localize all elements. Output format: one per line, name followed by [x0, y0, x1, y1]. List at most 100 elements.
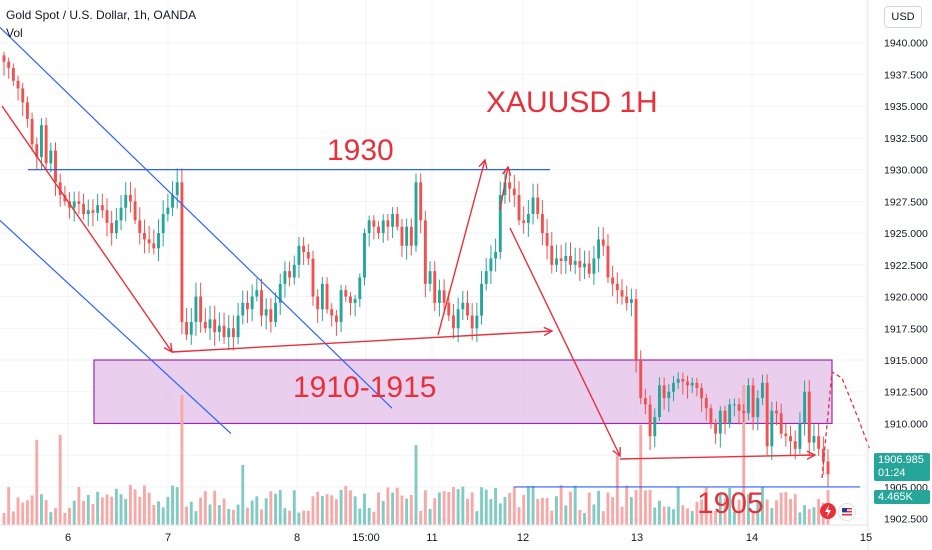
candle-body[interactable] [615, 283, 619, 291]
candle-body[interactable] [545, 233, 549, 246]
candle-body[interactable] [442, 290, 446, 303]
candle-body[interactable] [105, 210, 109, 223]
candle-body[interactable] [484, 271, 488, 284]
candle-body[interactable] [751, 385, 755, 418]
candle-body[interactable] [306, 252, 310, 259]
candle-body[interactable] [236, 315, 240, 338]
projection-path[interactable] [821, 370, 859, 479]
candle-body[interactable] [789, 436, 792, 442]
candle-body[interactable] [756, 398, 760, 418]
candle-body[interactable] [573, 261, 577, 265]
candle-body[interactable] [737, 404, 741, 411]
candle-body[interactable] [517, 195, 521, 221]
trend-arrow-down-1[interactable] [1, 105, 173, 353]
candle-body[interactable] [770, 410, 774, 447]
candle-body[interactable] [138, 220, 142, 234]
candle-body[interactable] [72, 201, 76, 208]
candle-body[interactable] [643, 398, 647, 405]
candle-body[interactable] [456, 309, 460, 329]
candle-body[interactable] [274, 302, 277, 322]
candle-body[interactable] [330, 309, 334, 316]
candle-body[interactable] [437, 290, 441, 303]
candle-body[interactable] [662, 385, 666, 399]
candle-body[interactable] [433, 271, 437, 303]
candle-body[interactable] [620, 290, 624, 297]
channel-line-upper[interactable] [0, 27, 393, 409]
candle-body[interactable] [817, 436, 821, 449]
candle-body[interactable] [461, 302, 465, 310]
candle-body[interactable] [606, 245, 610, 278]
candle-body[interactable] [133, 201, 137, 221]
candle-body[interactable] [166, 207, 170, 215]
candle-body[interactable] [250, 296, 254, 310]
candle-body[interactable] [784, 433, 788, 437]
candle-body[interactable] [119, 207, 123, 221]
candle-body[interactable] [110, 222, 114, 234]
candle-body[interactable] [96, 205, 100, 213]
candle-body[interactable] [217, 325, 221, 333]
candle-body[interactable] [358, 277, 362, 300]
candle-body[interactable] [35, 144, 39, 157]
candle-body[interactable] [779, 413, 783, 434]
candle-body[interactable] [381, 220, 385, 234]
trend-arrow-flat[interactable] [171, 330, 553, 353]
candle-body[interactable] [21, 88, 25, 103]
candle-body[interactable] [91, 210, 95, 213]
candle-body[interactable] [704, 398, 708, 409]
candle-body[interactable] [700, 387, 704, 399]
candle-body[interactable] [194, 296, 198, 322]
candle-body[interactable] [311, 258, 315, 297]
candle-body[interactable] [143, 233, 146, 240]
candle-body[interactable] [601, 239, 605, 246]
candle-body[interactable] [147, 239, 151, 244]
candle-body[interactable] [30, 118, 34, 145]
candle-body[interactable] [508, 182, 512, 189]
candle-body[interactable] [161, 214, 165, 234]
currency-button[interactable]: USD [884, 6, 922, 28]
candle-body[interactable] [569, 255, 572, 265]
candle-body[interactable] [498, 195, 502, 253]
candle-body[interactable] [152, 243, 156, 249]
candle-body[interactable] [550, 245, 554, 265]
candle-body[interactable] [555, 258, 558, 265]
candle-body[interactable] [625, 296, 629, 303]
candle-body[interactable] [798, 423, 802, 449]
candle-body[interactable] [559, 258, 563, 261]
candle-body[interactable] [157, 233, 160, 249]
candle-body[interactable] [231, 328, 235, 338]
candle-body[interactable] [681, 379, 685, 382]
candle-body[interactable] [821, 448, 825, 462]
candle-body[interactable] [302, 245, 306, 253]
candle-body[interactable] [44, 125, 48, 164]
candle-body[interactable] [180, 182, 184, 322]
candle-body[interactable] [522, 220, 526, 223]
trend-arrow-down-2[interactable] [509, 227, 621, 457]
candle-body[interactable] [667, 391, 671, 399]
channel-line-lower[interactable] [0, 219, 232, 435]
candle-body[interactable] [653, 417, 657, 437]
candle-body[interactable] [475, 315, 479, 329]
candle-body[interactable] [246, 302, 249, 310]
candle-body[interactable] [793, 441, 797, 449]
candle-body[interactable] [185, 321, 189, 335]
trend-arrow-level[interactable] [619, 454, 816, 460]
candle-body[interactable] [540, 214, 544, 234]
candle-body[interactable] [49, 150, 53, 164]
candle-body[interactable] [489, 258, 493, 272]
candle-body[interactable] [480, 283, 483, 316]
candle-body[interactable] [292, 264, 296, 278]
candle-body[interactable] [695, 382, 699, 388]
candle-body[interactable] [297, 245, 301, 265]
candle-body[interactable] [658, 385, 661, 418]
candle-body[interactable] [728, 404, 732, 424]
candle-body[interactable] [732, 404, 736, 406]
candle-body[interactable] [536, 197, 540, 215]
support-zone-rect[interactable] [93, 359, 833, 425]
candle-body[interactable] [255, 290, 259, 297]
candle-body[interactable] [16, 80, 20, 89]
candle-body[interactable] [676, 379, 680, 383]
candle-body[interactable] [803, 391, 807, 424]
candle-body[interactable] [723, 410, 727, 424]
candle-body[interactable] [114, 220, 118, 234]
